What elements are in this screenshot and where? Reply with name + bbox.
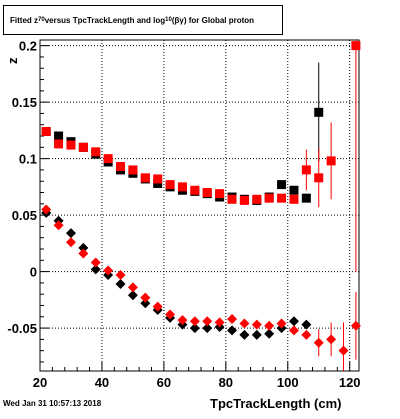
data-point-square — [54, 131, 64, 141]
data-point-diamond — [177, 315, 188, 326]
data-point-square — [116, 162, 126, 172]
data-point-diamond — [127, 282, 138, 293]
data-point-diamond — [301, 329, 312, 340]
data-point-diamond — [288, 325, 299, 336]
data-point-diamond — [140, 292, 151, 303]
data-point-square — [227, 194, 237, 204]
data-point-square — [301, 193, 311, 203]
data-point-diamond — [189, 316, 200, 327]
data-point-diamond — [165, 309, 176, 320]
data-point-diamond — [90, 257, 101, 268]
data-point-diamond — [90, 264, 101, 275]
x-tick-label: 120 — [339, 375, 361, 390]
data-point-square — [140, 173, 150, 183]
data-point-diamond — [338, 345, 349, 356]
data-point-square — [54, 139, 64, 149]
data-point-diamond — [41, 204, 52, 215]
data-point-diamond — [227, 314, 238, 325]
plot-frame — [39, 39, 360, 372]
data-point-diamond — [189, 323, 200, 334]
data-point-diamond — [251, 319, 262, 330]
data-point-square — [252, 194, 262, 204]
data-point-diamond — [313, 337, 324, 348]
y-tick-label: 0 — [30, 265, 37, 280]
data-point-square — [326, 156, 336, 166]
data-point-square — [351, 41, 361, 51]
data-point-square — [314, 107, 324, 117]
data-point-diamond — [264, 320, 275, 331]
data-point-diamond — [65, 228, 76, 239]
x-axis-label: TpcTrackLength (cm) — [210, 396, 342, 411]
data-point-diamond — [140, 298, 151, 309]
y-tick-label: 0.2 — [19, 39, 37, 54]
data-point-diamond — [288, 316, 299, 327]
data-point-diamond — [239, 329, 250, 340]
data-point-diamond — [251, 329, 262, 340]
data-point-square — [314, 173, 324, 183]
data-point-square — [41, 127, 51, 137]
data-point-diamond — [202, 323, 213, 334]
y-tick-label: 0.1 — [19, 152, 37, 167]
x-tick-label: 60 — [157, 375, 171, 390]
chart-title: Fitted z 70 versus TpcTrackLength and log… — [3, 5, 283, 35]
data-point-diamond — [276, 318, 287, 329]
data-point-square — [289, 185, 299, 195]
data-point-square — [277, 180, 287, 190]
data-point-diamond — [239, 318, 250, 329]
data-point-diamond — [202, 316, 213, 327]
data-point-square — [128, 165, 138, 175]
data-marks — [41, 40, 361, 371]
title-sub-10: 10 — [165, 17, 172, 23]
data-point-square — [103, 154, 113, 164]
y-tick-label: 0.05 — [12, 208, 37, 223]
data-point-square — [177, 182, 187, 192]
data-point-diamond — [152, 301, 163, 312]
data-point-square — [301, 165, 311, 175]
data-point-diamond — [326, 334, 337, 345]
data-point-square — [91, 147, 101, 157]
data-point-square — [153, 178, 163, 188]
data-point-diamond — [53, 220, 64, 231]
data-point-diamond — [78, 248, 89, 259]
data-point-square — [202, 188, 212, 198]
data-point-square — [78, 142, 88, 152]
data-point-diamond — [115, 279, 126, 290]
data-point-diamond — [350, 320, 361, 331]
title-sub-70: 70 — [38, 17, 45, 23]
data-point-square — [239, 195, 249, 205]
data-point-square — [215, 189, 225, 199]
title-mid: versus TpcTrackLength and log — [44, 15, 166, 25]
data-point-diamond — [264, 328, 275, 339]
data-point-diamond — [127, 290, 138, 301]
data-point-square — [165, 180, 175, 190]
x-tick-label: 100 — [277, 375, 299, 390]
data-point-diamond — [214, 317, 225, 328]
data-point-diamond — [301, 319, 312, 330]
y-axis-label: z — [5, 57, 20, 65]
footer-timestamp: Wed Jan 31 10:57:13 2018 — [3, 399, 102, 408]
data-point-diamond — [103, 265, 114, 276]
x-tick-label: 80 — [219, 375, 233, 390]
x-tick-label: 40 — [95, 375, 109, 390]
y-tick-label: 0.15 — [12, 95, 37, 110]
title-post: (βγ) for Global proton — [171, 15, 255, 25]
data-point-square — [66, 140, 76, 150]
data-point-diamond — [78, 242, 89, 253]
title-pre: Fitted z — [10, 15, 38, 25]
axis-ticks: 20 40 60 80 100 120 -0.05 0 0.05 0.1 0.15 0.2 — [7, 39, 360, 390]
data-point-square — [277, 193, 287, 203]
data-point-square — [289, 194, 299, 204]
y-tick-label: -0.05 — [7, 321, 37, 336]
data-point-diamond — [227, 325, 238, 336]
x-tick-label: 20 — [33, 375, 47, 390]
data-point-square — [264, 193, 274, 203]
data-point-diamond — [115, 269, 126, 280]
data-point-square — [153, 174, 163, 184]
data-point-square — [190, 185, 200, 195]
data-point-diamond — [65, 237, 76, 248]
